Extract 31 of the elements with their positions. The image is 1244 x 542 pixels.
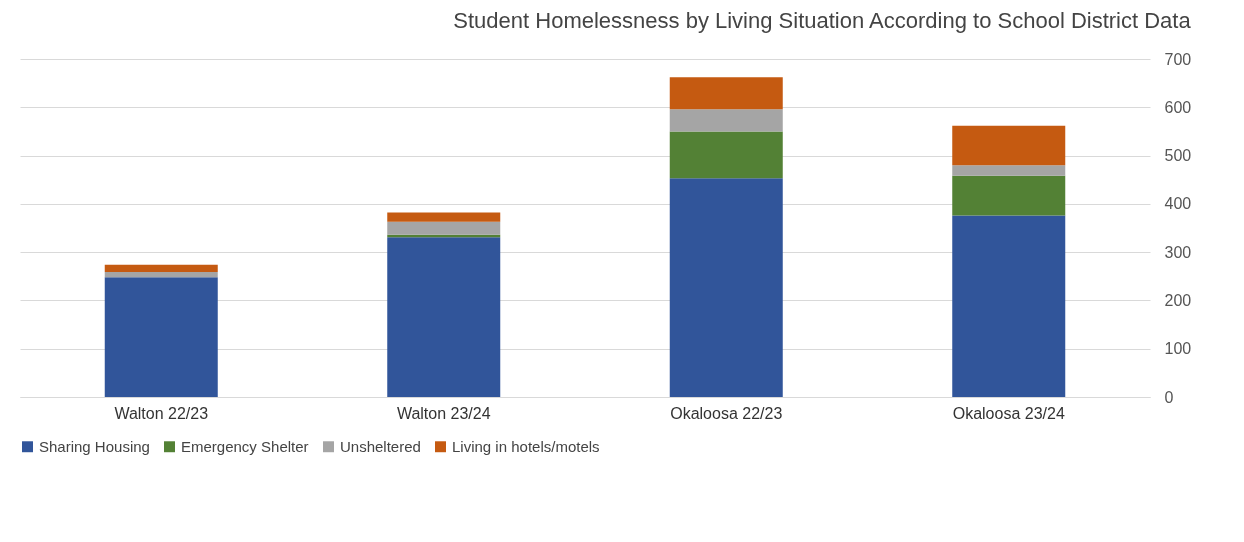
y-tick-label: 500	[1164, 147, 1192, 165]
bar	[104, 264, 218, 272]
legend-label: Emergency Shelter	[181, 437, 309, 455]
x-tick-label: Okaloosa 23/24	[952, 404, 1065, 422]
legend-label: Sharing Housing	[39, 437, 150, 455]
bar	[387, 221, 501, 235]
bar	[952, 165, 1066, 176]
chart-title: Student Homelessness by Living Situation According to School District Data	[453, 8, 1192, 33]
bar	[387, 237, 501, 397]
y-tick-label: 400	[1164, 195, 1192, 213]
x-tick-label: Okaloosa 22/23	[670, 404, 783, 422]
bar	[104, 277, 218, 397]
bar	[952, 175, 1066, 216]
y-tick-label: 0	[1164, 388, 1174, 406]
bar	[669, 109, 783, 132]
y-tick-label: 200	[1164, 291, 1192, 309]
x-tick-label: Walton 23/24	[396, 404, 491, 422]
y-tick-label: 700	[1164, 50, 1192, 68]
y-tick-label: 600	[1164, 98, 1192, 116]
y-tick-label: 300	[1164, 243, 1192, 261]
bar	[104, 271, 218, 278]
bar	[669, 131, 783, 179]
bar	[952, 125, 1066, 166]
y-tick-label: 100	[1164, 340, 1192, 358]
x-tick-label: Walton 22/23	[114, 404, 209, 422]
legend-label: Living in hotels/motels	[452, 437, 600, 455]
bar	[669, 77, 783, 110]
bar	[387, 212, 501, 222]
legend-label: Unsheltered	[340, 437, 421, 455]
bar	[952, 215, 1066, 397]
bar	[669, 178, 783, 397]
